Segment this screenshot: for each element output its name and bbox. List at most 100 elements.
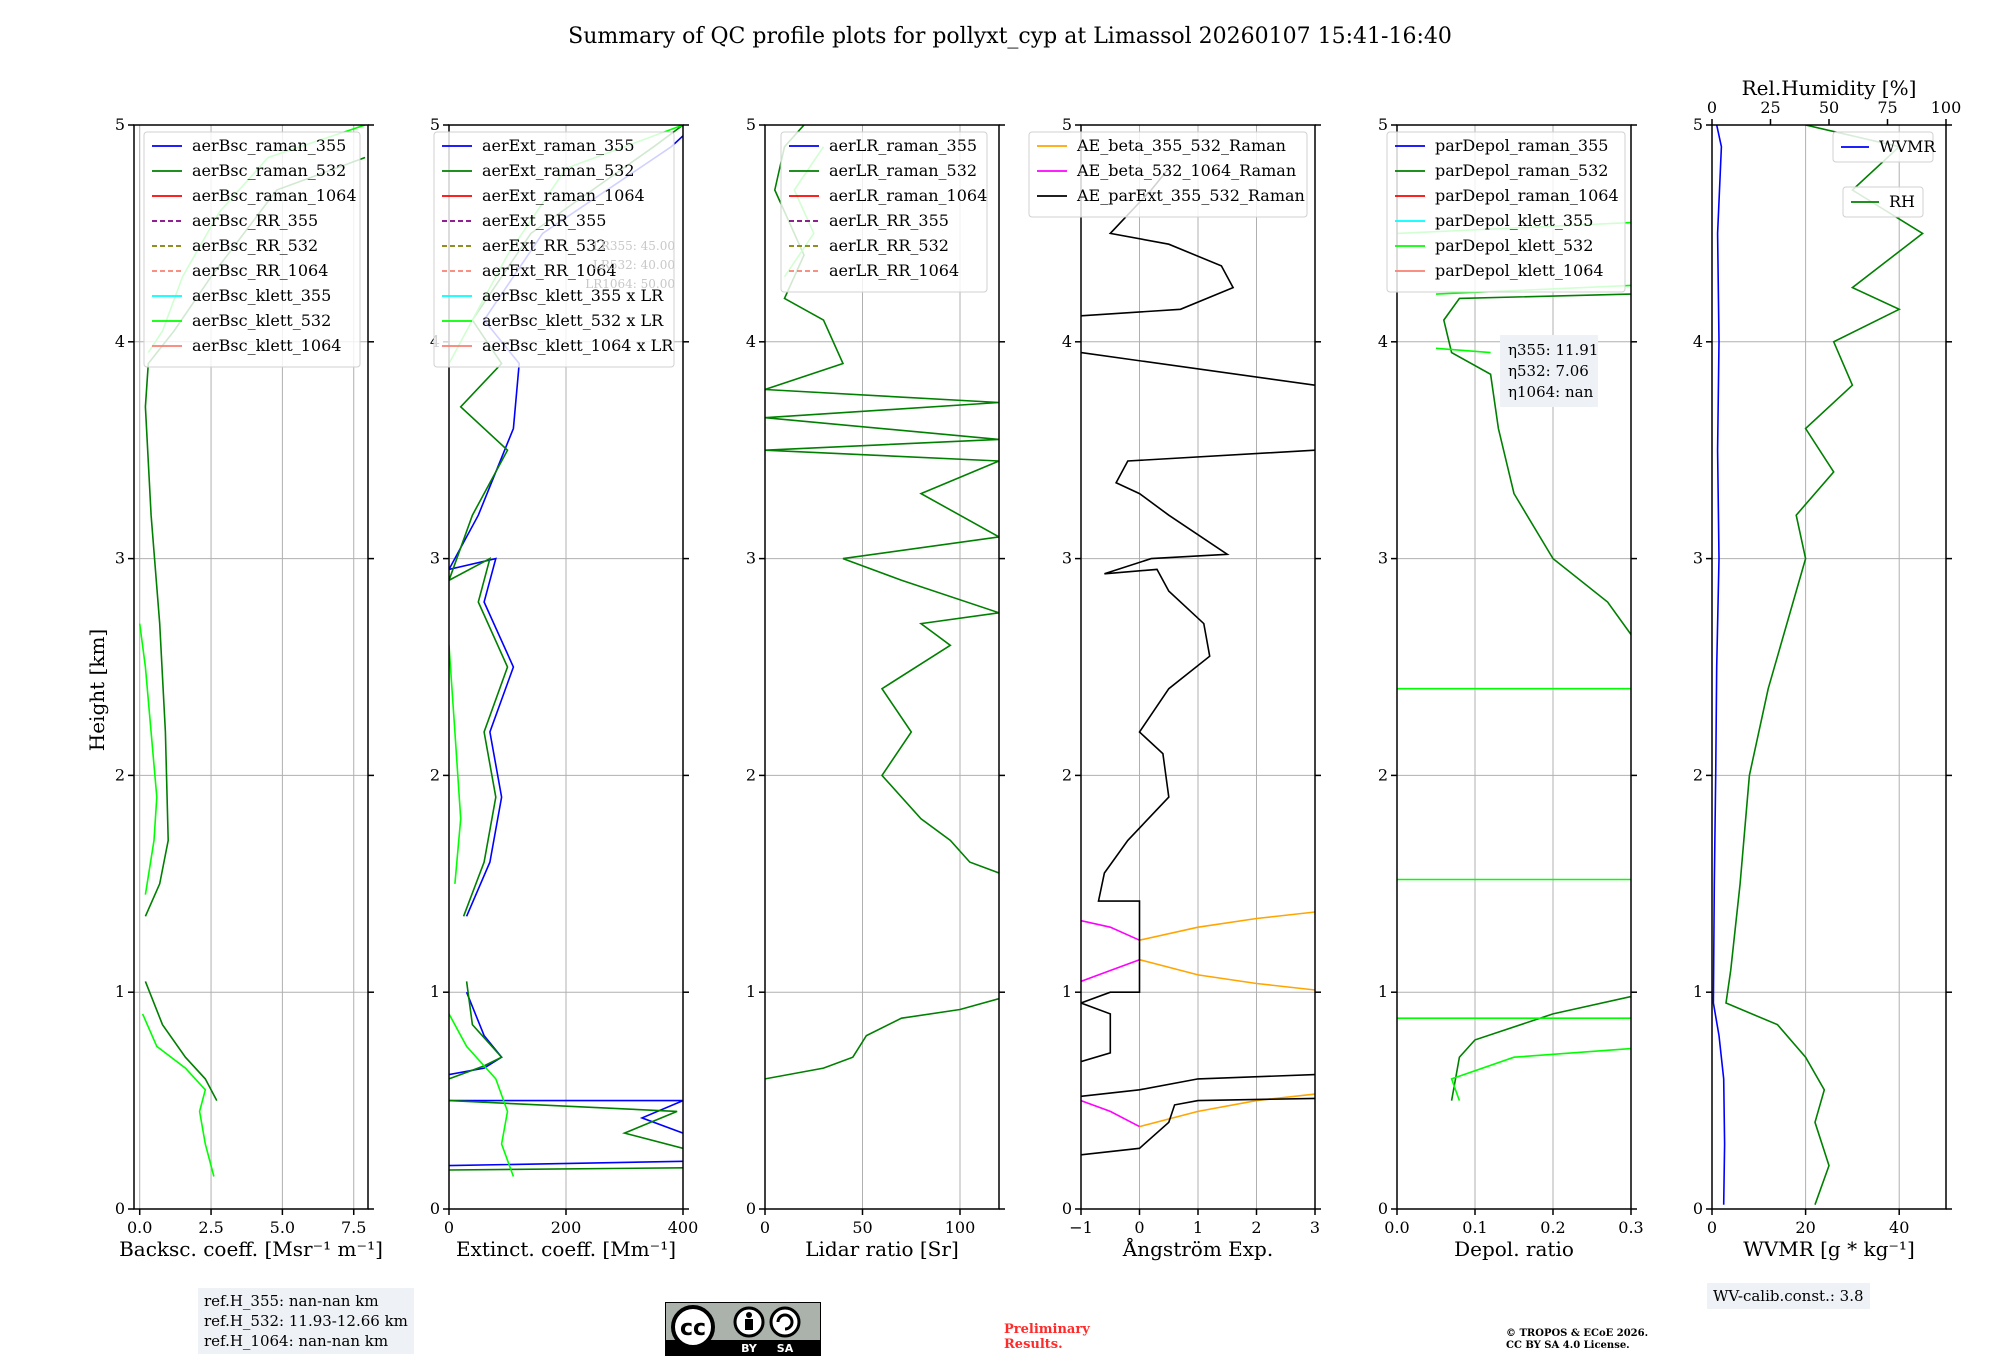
ref-height-532: ref.H_532: 11.93-12.66 km <box>204 1312 408 1330</box>
y-tick-label: 3 <box>115 549 125 568</box>
y-tick-label: 2 <box>1378 765 1388 784</box>
legend-label: AE_beta_532_1064_Raman <box>1076 161 1296 180</box>
legend-label: AE_parExt_355_532_Raman <box>1076 186 1305 205</box>
y-tick-label: 3 <box>746 549 756 568</box>
x-tick-label: 5.0 <box>270 1218 295 1237</box>
legend: aerLR_raman_355 aerLR_raman_532 aerLR_rama… <box>780 131 988 293</box>
y-tick-label: 1 <box>115 982 125 1001</box>
legend-label: parDepol_raman_355 <box>1435 136 1608 155</box>
legend-label: parDepol_klett_532 <box>1435 236 1593 255</box>
legend: parDepol_raman_355 parDepol_raman_532 parD… <box>1386 131 1626 293</box>
y-tick-label: 5 <box>430 115 440 134</box>
lr-note: LR1064: 50.00 <box>585 277 675 291</box>
y-tick-label: 5 <box>1062 115 1072 134</box>
y-axis-label: Height [km] <box>85 629 109 751</box>
y-tick-label: 5 <box>1693 115 1703 134</box>
x-axis-label: Depol. ratio <box>1454 1237 1574 1261</box>
axes-frame <box>764 124 1000 1210</box>
top-x-tick-label: 0 <box>1707 98 1717 117</box>
series-line-aerLR_raman_532 <box>765 125 999 1080</box>
legend-label: aerExt_raman_1064 <box>482 186 645 205</box>
eta-value: η1064: nan <box>1508 383 1594 401</box>
preliminary-line-1: Preliminary <box>1004 1322 1090 1337</box>
legend-label: aerExt_raman_355 <box>482 136 635 155</box>
legend-label: aerLR_raman_355 <box>829 136 977 155</box>
legend-label: aerBsc_RR_1064 <box>192 261 328 280</box>
legend-label: parDepol_klett_1064 <box>1435 261 1604 280</box>
y-tick-label: 0 <box>1062 1199 1072 1218</box>
series-line-AE_parExt_355_532_Raman <box>1081 167 1315 1156</box>
legend-box <box>1842 186 1924 218</box>
y-tick-label: 1 <box>1693 982 1703 1001</box>
y-tick-label: 4 <box>1693 332 1703 351</box>
figure-title: Summary of QC profile plots for pollyxt_… <box>568 24 1452 49</box>
eta-box <box>1500 335 1598 407</box>
legend-label: aerBsc_klett_1064 x LR <box>482 336 674 355</box>
legend-label: aerBsc_klett_355 x LR <box>482 286 664 305</box>
legend-label: AE_beta_355_532_Raman <box>1076 136 1286 155</box>
y-tick-label: 1 <box>430 982 440 1001</box>
x-axis-label: WVMR [g * kg⁻¹] <box>1743 1237 1915 1261</box>
eta-value: η532: 7.06 <box>1508 362 1589 380</box>
x-tick-label: 3 <box>1310 1218 1320 1237</box>
top-x-tick-label: 25 <box>1760 98 1780 117</box>
cc-license-badge: cc BY SA <box>665 1302 821 1356</box>
x-tick-label: 0.2 <box>1540 1218 1565 1237</box>
legend-box <box>1028 131 1308 218</box>
x-tick-label: 0 <box>1707 1218 1717 1237</box>
y-tick-label: 0 <box>115 1199 125 1218</box>
y-tick-label: 4 <box>1062 332 1072 351</box>
series-group <box>1397 221 1631 1101</box>
y-tick-label: 5 <box>115 115 125 134</box>
lr-note: LR355: 45.00 <box>593 239 675 253</box>
y-tick-label: 5 <box>1378 115 1388 134</box>
y-tick-label: 0 <box>1378 1199 1388 1218</box>
legend-label: aerBsc_klett_1064 <box>192 336 341 355</box>
legend-label: aerExt_raman_532 <box>482 161 635 180</box>
legend-label: WVMR <box>1879 137 1936 156</box>
x-tick-label: 100 <box>945 1218 976 1237</box>
x-tick-label: 2 <box>1251 1218 1261 1237</box>
legend: aerBsc_raman_355 aerBsc_raman_532 aerBsc_r… <box>143 131 361 368</box>
legend-label: parDepol_klett_355 <box>1435 211 1593 230</box>
legend-label: aerExt_RR_355 <box>482 211 606 230</box>
copyright-line-2: CC BY SA 4.0 License. <box>1506 1340 1630 1351</box>
axes-frame <box>1396 124 1632 1210</box>
y-tick-label: 4 <box>1378 332 1388 351</box>
x-tick-label: 20 <box>1795 1218 1815 1237</box>
ref-heights-box: ref.H_355: nan-nan km ref.H_532: 11.93-1… <box>198 1288 414 1354</box>
copyright-note: © TROPOS & ECoE 2026. CC BY SA 4.0 Licen… <box>1506 1328 1648 1352</box>
y-tick-label: 0 <box>430 1199 440 1218</box>
series-line-aerExt_raman_532 <box>449 125 683 1171</box>
legend-label: aerLR_RR_1064 <box>829 261 959 280</box>
cc-sa-label: SA <box>777 1342 794 1355</box>
legend: aerExt_raman_355 aerExt_raman_532 aerExt_r… <box>433 131 675 368</box>
x-tick-label: 0 <box>444 1218 454 1237</box>
legend-label: aerLR_RR_532 <box>829 236 949 255</box>
y-tick-label: 3 <box>1378 549 1388 568</box>
y-tick-label: 0 <box>746 1199 756 1218</box>
legend-box <box>1832 131 1934 163</box>
x-axis-label: Ångström Exp. <box>1122 1236 1273 1261</box>
sa-share-icon <box>769 1306 801 1338</box>
x-tick-label: −1 <box>1069 1218 1093 1237</box>
x-tick-label: 400 <box>668 1218 699 1237</box>
x-tick-label: 200 <box>551 1218 582 1237</box>
x-tick-label: 50 <box>852 1218 872 1237</box>
legend-box <box>433 131 675 368</box>
x-tick-label: 0 <box>1134 1218 1144 1237</box>
legend-label: aerBsc_RR_355 <box>192 211 318 230</box>
y-tick-label: 0 <box>1693 1199 1703 1218</box>
legend-box <box>780 131 988 293</box>
y-tick-label: 2 <box>115 765 125 784</box>
series-line-parDepol_raman_532 <box>1442 293 1631 1101</box>
cc-logo-text: cc <box>680 1316 706 1341</box>
legend-label: aerExt_RR_1064 <box>482 261 617 280</box>
wv-calib-const: WV-calib.const.: 3.8 <box>1713 1287 1864 1305</box>
axes-frame <box>133 124 369 1210</box>
legend-label: parDepol_raman_1064 <box>1435 186 1619 205</box>
y-tick-label: 1 <box>1062 982 1072 1001</box>
legend-label: aerLR_raman_1064 <box>829 186 987 205</box>
